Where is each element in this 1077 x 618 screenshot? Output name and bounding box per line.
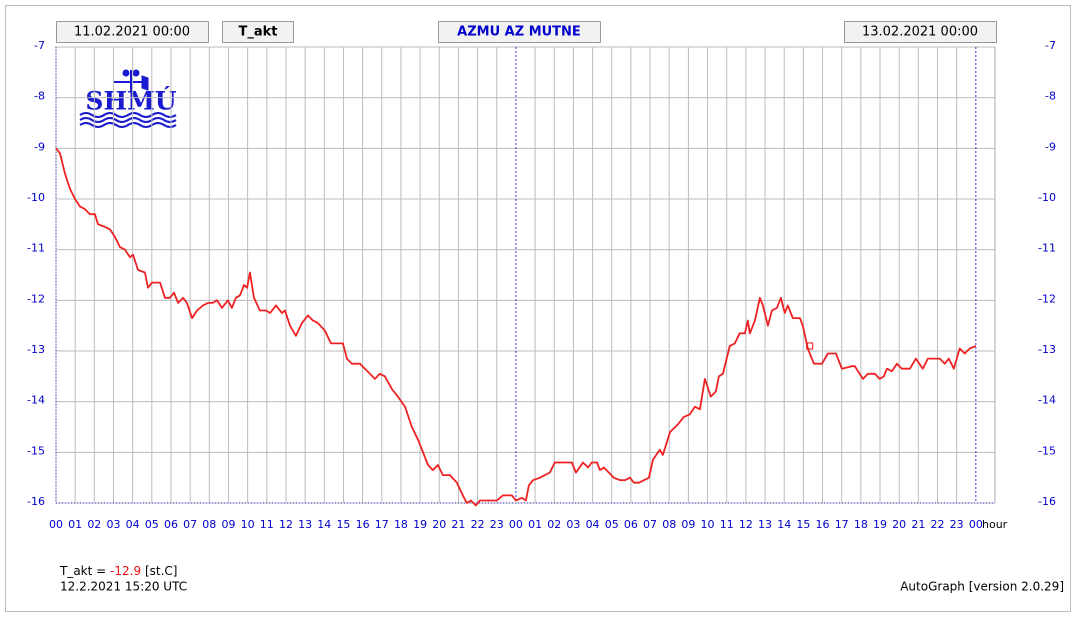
x-tick-label: 08 [202,518,216,531]
x-tick-label: 18 [854,518,868,531]
y2-tick-label: -9 [1045,140,1056,153]
current-unit: [st.C] [145,564,178,578]
y-tick-label: -9 [34,140,45,153]
title-box [438,21,601,43]
y-tick-label: -8 [34,90,45,103]
x-tick-label: 22 [471,518,485,531]
x-tick-label: 15 [796,518,810,531]
y-tick-label: -7 [34,39,45,52]
footer: AutoGraph [version 2.0.29] [900,580,1064,594]
x-tick-label: 10 [701,518,715,531]
end-label: 13.02.2021 00:00 [862,25,978,40]
current-label: T_akt = [59,564,106,578]
y2-tick-label: -13 [1038,343,1056,356]
x-tick-label: 06 [164,518,178,531]
logo-waves [79,112,177,128]
line-series [55,147,977,507]
start-box [56,21,209,43]
logo-text: SHMÚ [85,87,176,116]
frame [5,5,1071,612]
variable-label: T_akt [239,25,278,40]
current-value: -12.9 [110,564,141,578]
x-tick-label: 08 [662,518,676,531]
x-tick-label: 03 [566,518,580,531]
x-tick-label: 05 [145,518,159,531]
x-tick-label: 02 [87,518,101,531]
x-tick-label: 19 [413,518,427,531]
end-box [844,21,997,43]
x-tick-label: 12 [739,518,753,531]
x-tick-label: 01 [528,518,542,531]
x-tick-label: 04 [586,518,600,531]
x-tick-label: 01 [68,518,82,531]
y2-tick-label: -14 [1038,394,1056,407]
x-tick-label: 14 [777,518,791,531]
x-tick-label: 18 [394,518,408,531]
y2-tick-label: -15 [1038,444,1056,457]
x-tick-label: 20 [892,518,906,531]
current-reading: T_akt = -12.9 [st.C] [59,564,177,578]
y-tick-label: -14 [27,394,45,407]
y2-tick-label: -8 [1045,90,1056,103]
x-tick-label: 03 [106,518,120,531]
x-tick-label: 20 [432,518,446,531]
x-tick-label: 17 [835,518,849,531]
y-tick-label: -13 [27,343,45,356]
x-tick-label: 09 [221,518,235,531]
y-tick-label: -10 [27,191,45,204]
x-tick-label: 23 [490,518,504,531]
y2-tick-label: -7 [1045,39,1056,52]
chart-title: AZMU AZ MUTNE [457,25,581,40]
x-tick-label: 06 [624,518,638,531]
x-tick-label: 17 [375,518,389,531]
x-tick-label: 23 [950,518,964,531]
x-tick-label: 21 [911,518,925,531]
x-tick-label: 16 [816,518,830,531]
x-tick-label: 07 [643,518,657,531]
y2-tick-label: -16 [1038,495,1056,508]
x-tick-label: 22 [931,518,945,531]
x-tick-label: 21 [451,518,465,531]
x-tick-label: 13 [298,518,312,531]
current-marker [806,342,814,350]
current-time: 12.2.2021 15:20 UTC [60,580,187,594]
x-tick-label: 12 [279,518,293,531]
x-tick-label: 00 [509,518,523,531]
x-tick-label: 19 [873,518,887,531]
y2-tick-label: -10 [1038,191,1056,204]
variable-box [222,21,294,43]
x-tick-label: 13 [758,518,772,531]
x-tick-label: 00 [969,518,983,531]
x-tick-label: 16 [356,518,370,531]
y2-tick-label: -12 [1038,292,1056,305]
x-tick-label: 02 [547,518,561,531]
logo: SHMÚ [79,69,177,128]
y-tick-label: -11 [27,242,45,255]
vane-flag [141,75,149,91]
x-tick-label: 11 [260,518,274,531]
x-tick-label: 14 [317,518,331,531]
x-tick-label: 04 [126,518,140,531]
x-tick-label: 15 [336,518,350,531]
x-tick-label: 10 [241,518,255,531]
x-tick-label: 00 [49,518,63,531]
vane-cup [122,69,130,77]
y-tick-label: -16 [27,495,45,508]
x-tick-label: 09 [681,518,695,531]
x-tick-label: 05 [605,518,619,531]
y-tick-label: -12 [27,292,45,305]
start-label: 11.02.2021 00:00 [74,25,190,40]
x-axis-label: hour [982,518,1008,531]
y-tick-label: -15 [27,444,45,457]
vane-cup [132,69,140,77]
x-tick-label: 07 [183,518,197,531]
y2-tick-label: -11 [1038,242,1056,255]
x-tick-label: 11 [720,518,734,531]
